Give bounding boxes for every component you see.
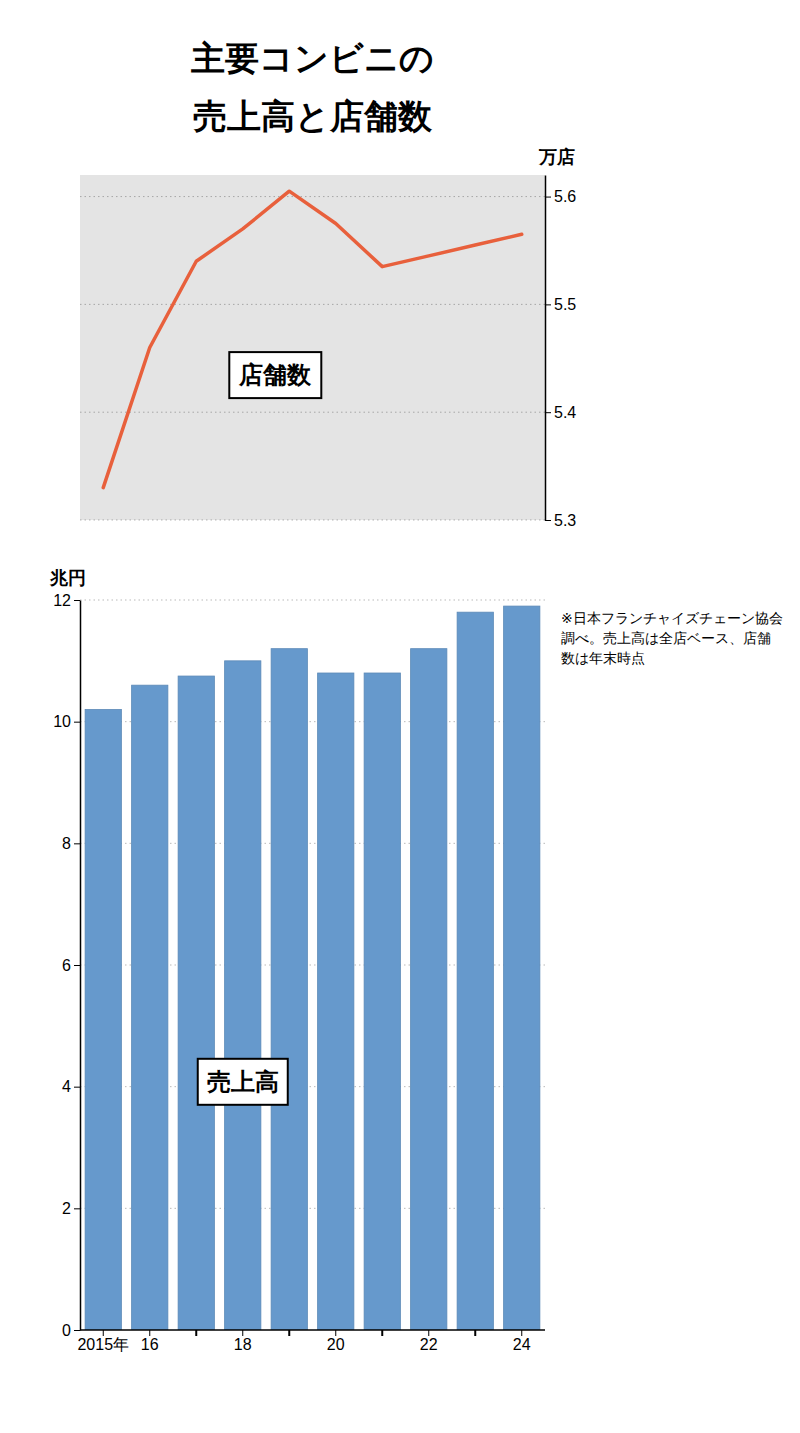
y-axis: 0 2 4 6 8 10 12 xyxy=(53,592,80,1339)
tick-label: 5.4 xyxy=(554,404,576,421)
tick-mark xyxy=(545,520,551,521)
tick-mark xyxy=(474,1330,476,1336)
tick-label: 0 xyxy=(62,1322,71,1339)
annotation-line: 調べ。売上高は全店ベース、店舗 xyxy=(561,630,771,646)
y-axis-title: 万店 xyxy=(538,146,575,167)
tick-mark xyxy=(521,1330,522,1336)
chart: 主要コンビニの売上高と店舗数5.35.45.55.6万店店舗数024681012… xyxy=(0,0,800,1433)
tick-label: 22 xyxy=(420,1336,438,1353)
title: 売上高と店舗数 xyxy=(193,96,433,136)
bar xyxy=(411,649,447,1330)
tick-mark xyxy=(74,1087,80,1088)
title: 主要コンビニの xyxy=(190,38,434,78)
x-axis: 2015年 16 18 20 22 24 xyxy=(77,1330,545,1353)
tick-mark xyxy=(428,1330,429,1336)
tick-mark xyxy=(242,1330,243,1336)
tick-label: 10 xyxy=(53,713,71,730)
tick-mark xyxy=(195,1330,197,1336)
x-axis-tick: 2015年 xyxy=(77,1330,129,1353)
grid-line xyxy=(80,196,545,197)
y-axis-tick: 5.3 xyxy=(545,512,576,529)
tick-label: 16 xyxy=(141,1336,159,1353)
tick-label: 6 xyxy=(62,957,71,974)
plot-background xyxy=(80,175,545,520)
y-axis-line xyxy=(545,176,547,521)
annotation-line: ※日本フランチャイズチェーン協会 xyxy=(561,610,783,626)
tick-mark xyxy=(288,1330,290,1336)
tick-mark xyxy=(381,1330,383,1336)
x-axis-tick xyxy=(475,1330,476,1336)
bar xyxy=(132,685,168,1330)
tick-label: 5.6 xyxy=(554,188,576,205)
tick-mark xyxy=(74,965,80,966)
line xyxy=(103,191,522,487)
x-axis-tick: 24 xyxy=(513,1330,531,1353)
tick-mark xyxy=(545,304,551,305)
tick-mark xyxy=(74,843,80,844)
tick-mark xyxy=(545,412,551,413)
bar xyxy=(364,673,400,1330)
bar xyxy=(178,676,214,1330)
grid-line xyxy=(80,600,545,601)
tick-mark xyxy=(74,1208,80,1209)
y-axis-tick: 5.5 xyxy=(545,296,576,313)
y-axis-tick: 12 xyxy=(53,592,80,609)
x-axis-tick: 18 xyxy=(234,1330,252,1353)
tick-mark xyxy=(103,1330,104,1336)
label-box xyxy=(198,1059,288,1105)
x-axis-tick: 16 xyxy=(141,1330,159,1353)
bar xyxy=(225,661,261,1330)
x-axis-tick xyxy=(382,1330,383,1336)
series-label-text: 売上高 xyxy=(207,1068,279,1096)
tick-mark xyxy=(74,1330,80,1331)
tick-mark xyxy=(74,600,80,601)
tick-mark xyxy=(545,197,551,198)
tick-label: 4 xyxy=(62,1078,71,1095)
series-label-text: 店舗数 xyxy=(238,361,312,389)
x-axis-tick: 20 xyxy=(327,1330,345,1353)
bar xyxy=(85,710,121,1331)
tick-mark xyxy=(149,1330,150,1336)
tick-mark xyxy=(74,722,80,723)
y-axis: 5.3 5.4 5.5 5.6 xyxy=(545,176,576,529)
tick-label: 18 xyxy=(234,1336,252,1353)
x-axis-tick xyxy=(196,1330,197,1336)
bar xyxy=(318,673,354,1330)
grid-line xyxy=(80,412,545,413)
grid-line xyxy=(80,304,545,305)
x-axis-tick: 22 xyxy=(420,1330,438,1353)
tick-label: 24 xyxy=(513,1336,531,1353)
y-axis-title: 兆円 xyxy=(49,567,86,588)
annotation-line: 数は年末時点 xyxy=(561,650,645,666)
plot-area xyxy=(85,606,540,1330)
plot-area xyxy=(103,191,522,487)
tick-label: 2015年 xyxy=(77,1336,129,1353)
tick-label: 20 xyxy=(327,1336,345,1353)
label-box xyxy=(229,352,321,398)
y-axis-tick: 5.4 xyxy=(545,404,576,421)
tick-label: 8 xyxy=(62,835,71,852)
tick-label: 5.3 xyxy=(554,512,576,529)
y-axis-tick: 4 xyxy=(62,1078,80,1095)
y-axis-tick: 5.6 xyxy=(545,188,576,205)
y-axis-tick: 2 xyxy=(62,1200,80,1217)
series-label: 売上高 xyxy=(198,1059,288,1105)
annotation: ※日本フランチャイズチェーン協会調べ。売上高は全店ベース、店舗数は年末時点 xyxy=(561,610,783,667)
grid-line xyxy=(80,520,545,521)
tick-label: 12 xyxy=(53,592,71,609)
series-label: 店舗数 xyxy=(229,352,321,398)
x-axis-tick xyxy=(289,1330,290,1336)
tick-mark xyxy=(335,1330,336,1336)
y-axis-tick: 8 xyxy=(62,835,80,852)
bar xyxy=(457,612,493,1330)
bar xyxy=(504,606,540,1330)
tick-label: 5.5 xyxy=(554,296,576,313)
tick-label: 2 xyxy=(62,1200,71,1217)
y-axis-tick: 6 xyxy=(62,957,80,974)
y-axis-tick: 10 xyxy=(53,713,80,730)
bar xyxy=(271,649,307,1330)
